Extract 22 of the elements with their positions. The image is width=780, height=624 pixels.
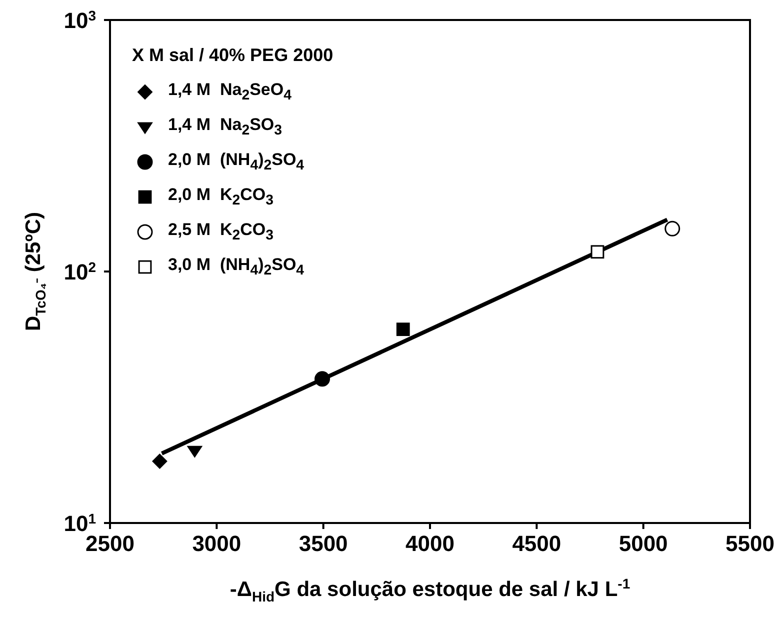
x-axis-title: -Δ$_{Hid}$G da solução estoque de sal / kJ L$^{-1}$ (230, 575, 630, 604)
point (187, 446, 202, 458)
legend-label: 3,0 M (NH$_{4}$)$_{2}$SO$_{4}$ (168, 254, 304, 278)
legend-label: 2,0 M (NH$_{4}$)$_{2}$SO$_{4}$ (168, 150, 304, 174)
legend-label: 2,5 M K$_{2}$CO$_{3}$ (168, 220, 274, 244)
point (152, 454, 168, 469)
legend-label: 1,4 M Na$_{2}$SeO$_{4}$ (168, 80, 292, 104)
y-tick-label: 10$^{3}$ (64, 7, 96, 33)
point (314, 371, 330, 387)
legend-label: 1,4 M Na$_{2}$SO$_{3}$ (168, 114, 282, 138)
point (590, 245, 604, 259)
x-tick-label: 4000 (406, 531, 454, 556)
y-tick-label: 10$^{2}$ (64, 258, 96, 284)
legend-label: 2,0 M K$_{2}$CO$_{3}$ (168, 184, 274, 208)
x-tick-label: 5500 (726, 531, 774, 556)
x-tick-label: 4500 (512, 531, 562, 556)
legend-title: X M sal / 40% PEG 2000 (132, 45, 334, 65)
point (396, 322, 410, 336)
x-tick-label: 3500 (298, 531, 348, 556)
x-tick-label: 3000 (192, 531, 242, 556)
point (664, 220, 680, 236)
x-tick-label: 5000 (618, 531, 668, 556)
